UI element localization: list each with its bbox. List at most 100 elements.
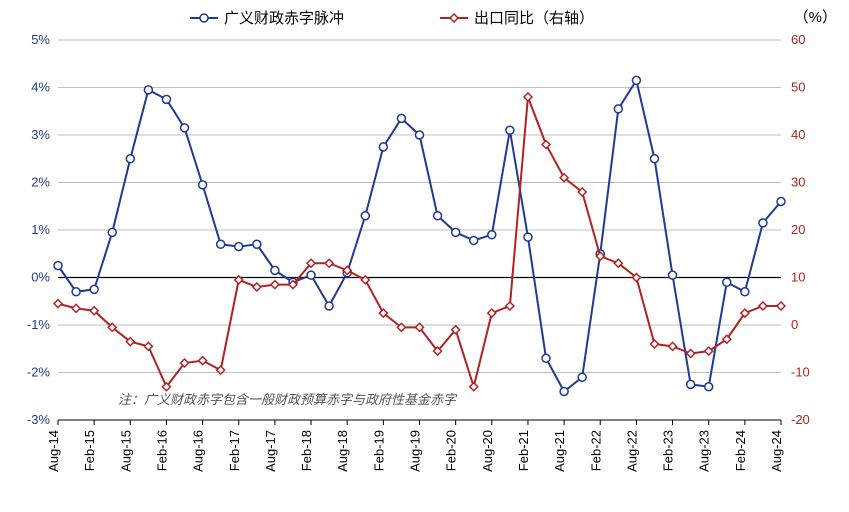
marker-circle [542, 354, 550, 362]
marker-circle [669, 271, 677, 279]
marker-circle [524, 233, 532, 241]
marker-diamond [524, 93, 532, 101]
marker-circle [144, 86, 152, 94]
marker-circle [452, 228, 460, 236]
left-axis-tick-label: -3% [27, 412, 51, 427]
left-axis-tick-label: 1% [31, 222, 50, 237]
marker-circle [470, 236, 478, 244]
marker-diamond [271, 281, 279, 289]
right-axis-tick-label: 40 [791, 127, 805, 142]
marker-diamond [253, 283, 261, 291]
legend-label: 广义财政赤字脉冲 [224, 10, 344, 27]
x-axis-tick-label: Aug-22 [624, 430, 639, 472]
marker-circle [379, 143, 387, 151]
x-axis-tick-label: Aug-15 [118, 430, 133, 472]
x-axis-tick-label: Aug-17 [263, 430, 278, 472]
marker-diamond [199, 357, 207, 365]
right-axis-tick-label: 10 [791, 270, 805, 285]
marker-circle [614, 105, 622, 113]
chart-container: -3% -2% -1% 0% 1% 2% 3% 4% 5% -20 -10 0 10 20 30 40 50 60… [0, 0, 849, 512]
marker-circle [777, 198, 785, 206]
marker-circle [162, 95, 170, 103]
x-axis-tick-label: Feb-21 [516, 430, 531, 471]
x-axis-tick-label: Feb-16 [154, 430, 169, 471]
x-axis-tick-label: Aug-21 [552, 430, 567, 472]
marker-diamond [488, 309, 496, 317]
marker-circle [687, 380, 695, 388]
x-axis-tick-label: Aug-16 [191, 430, 206, 472]
marker-diamond [759, 302, 767, 310]
right-axis-tick-label: 0 [791, 317, 798, 332]
x-axis-tick-label: Aug-20 [480, 430, 495, 472]
left-axis-tick-label: 4% [31, 80, 50, 95]
marker-circle [632, 76, 640, 84]
x-axis-tick-label: Feb-19 [371, 430, 386, 471]
marker-circle [181, 124, 189, 132]
marker-diamond [470, 383, 478, 391]
marker-circle [307, 271, 315, 279]
marker-circle [235, 243, 243, 251]
chart-svg: -3% -2% -1% 0% 1% 2% 3% 4% 5% -20 -10 0 10 20 30 40 50 60… [0, 0, 849, 512]
marker-circle [759, 219, 767, 227]
x-axis-tick-label: Aug-18 [335, 430, 350, 472]
marker-circle [416, 131, 424, 139]
legend-marker-circle [200, 14, 208, 22]
x-axis-tick-label: Aug-24 [769, 430, 784, 472]
marker-circle [126, 155, 134, 163]
marker-circle [506, 126, 514, 134]
left-axis-tick-label: -1% [27, 317, 51, 332]
left-axis-tick-label: -2% [27, 365, 51, 380]
x-axis-tick-label: Aug-19 [408, 430, 423, 472]
left-axis-tick-label: 5% [31, 32, 50, 47]
left-axis-tick-label: 2% [31, 175, 50, 190]
marker-circle [90, 285, 98, 293]
legend-label: 出口同比（右轴） [474, 10, 594, 27]
marker-circle [434, 212, 442, 220]
x-axis-tick-label: Aug-23 [697, 430, 712, 472]
marker-diamond [669, 342, 677, 350]
footnote-text: 注：广义财政赤字包含一般财政预算赤字与政府性基金赤字 [118, 392, 458, 407]
marker-circle [325, 302, 333, 310]
marker-circle [361, 212, 369, 220]
marker-circle [217, 240, 225, 248]
left-axis-tick-label: 3% [31, 127, 50, 142]
marker-circle [72, 288, 80, 296]
marker-diamond [325, 259, 333, 267]
x-axis-tick-label: Feb-17 [227, 430, 242, 471]
x-axis-tick-label: Feb-15 [82, 430, 97, 471]
marker-diamond [687, 350, 695, 358]
marker-circle [578, 373, 586, 381]
marker-circle [271, 266, 279, 274]
marker-circle [199, 181, 207, 189]
marker-diamond [777, 302, 785, 310]
marker-circle [741, 288, 749, 296]
marker-diamond [542, 141, 550, 149]
marker-circle [723, 278, 731, 286]
left-axis-tick-label: 0% [31, 270, 50, 285]
marker-diamond [54, 300, 62, 308]
marker-circle [108, 228, 116, 236]
right-axis-tick-label: 30 [791, 175, 805, 190]
marker-circle [650, 155, 658, 163]
x-axis-tick-label: Aug-14 [46, 430, 61, 472]
x-axis-tick-label: Feb-23 [661, 430, 676, 471]
marker-diamond [650, 340, 658, 348]
marker-diamond [506, 302, 514, 310]
x-axis-tick-label: Feb-20 [444, 430, 459, 471]
x-axis-tick-label: Feb-22 [588, 430, 603, 471]
x-axis-tick-label: Feb-24 [733, 430, 748, 471]
marker-circle [253, 240, 261, 248]
marker-circle [54, 262, 62, 270]
right-axis-tick-label: -20 [791, 412, 810, 427]
right-axis-tick-label: 20 [791, 222, 805, 237]
legend-marker-diamond [450, 14, 458, 22]
marker-circle [705, 383, 713, 391]
right-axis-tick-label: -10 [791, 365, 810, 380]
marker-circle [397, 114, 405, 122]
marker-diamond [72, 304, 80, 312]
marker-diamond [144, 342, 152, 350]
right-axis-tick-label: 60 [791, 32, 805, 47]
right-axis-tick-label: 50 [791, 80, 805, 95]
marker-circle [560, 388, 568, 396]
x-axis-tick-label: Feb-18 [299, 430, 314, 471]
